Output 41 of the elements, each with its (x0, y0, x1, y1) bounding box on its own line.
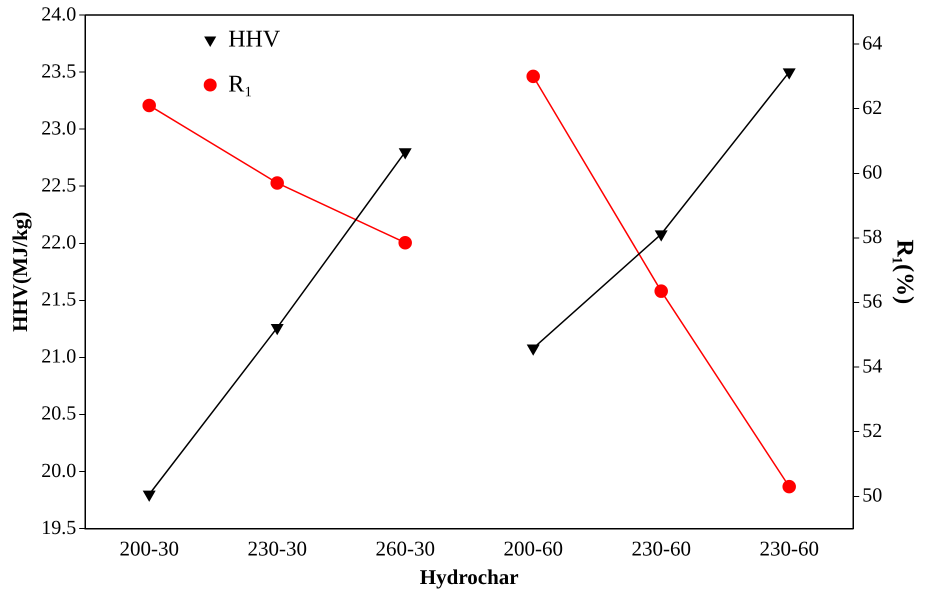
y2-tick-label: 58 (862, 226, 882, 248)
point (655, 230, 668, 241)
x-axis-title: Hydrochar (420, 564, 519, 589)
y-tick-label: 19.5 (41, 516, 76, 539)
y-tick-label: 22.0 (41, 232, 76, 254)
x-tick-label: 200-30 (119, 536, 179, 561)
point (526, 70, 540, 84)
y2-tick-label: 50 (862, 484, 882, 507)
y-tick-label: 20.0 (41, 460, 76, 482)
y-tick-label: 21.5 (41, 288, 76, 311)
point (654, 284, 668, 298)
x-tick-label: 200-60 (503, 536, 563, 561)
point (270, 176, 284, 190)
point (143, 490, 156, 502)
y2-tick-label: 54 (862, 355, 882, 378)
point (399, 148, 412, 159)
point (271, 324, 284, 334)
x-tick-label: 230-60 (759, 536, 819, 561)
y-axis-title: HHV(MJ/kg) (8, 212, 32, 332)
point (527, 344, 540, 356)
y2-tick-label: 60 (862, 162, 882, 184)
point (142, 98, 156, 112)
y-tick-label: 23.0 (41, 117, 76, 140)
x-tick-label: 230-60 (631, 536, 691, 561)
legend-label: HHV (228, 26, 281, 52)
x-tick-label: 230-30 (247, 536, 307, 561)
y2-axis-title: R₁(%) (891, 240, 918, 304)
y-tick-label: 20.5 (41, 402, 76, 425)
y-tick-label: 22.5 (41, 174, 76, 196)
y2-tick-label: 62 (862, 96, 882, 119)
y2-tick-label: 56 (862, 290, 882, 313)
y-tick-label: 23.5 (41, 60, 76, 82)
y-tick-label: 24.0 (41, 3, 76, 26)
point (782, 480, 796, 494)
y2-tick-label: 64 (862, 32, 882, 54)
legend-label: R₁ (228, 71, 253, 98)
y-tick-label: 21.0 (41, 346, 76, 368)
y2-tick-label: 52 (862, 420, 882, 442)
x-tick-label: 260-30 (375, 536, 435, 561)
point (783, 68, 796, 79)
point (398, 236, 412, 250)
